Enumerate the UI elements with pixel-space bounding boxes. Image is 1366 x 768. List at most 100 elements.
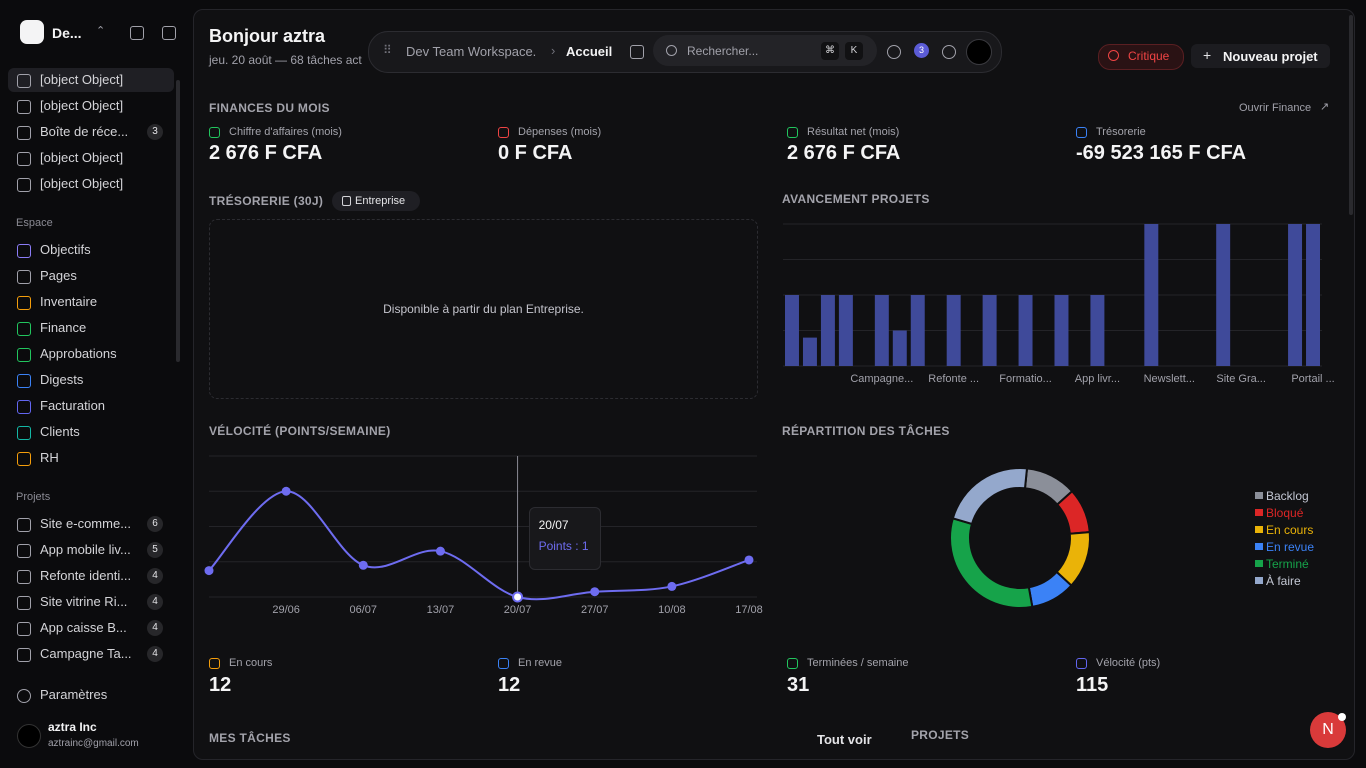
nav-icon xyxy=(17,322,31,336)
nav-icon xyxy=(17,570,31,584)
avatar[interactable] xyxy=(966,39,992,65)
users-icon[interactable] xyxy=(887,45,901,59)
breadcrumb-current[interactable]: Accueil xyxy=(566,44,613,59)
nav-item[interactable]: Objectifs xyxy=(40,242,91,257)
notification-badge[interactable]: 3 xyxy=(914,43,929,58)
bar xyxy=(820,295,835,366)
x-tick-label: Portail ... xyxy=(1291,373,1334,385)
point xyxy=(281,486,291,496)
x-tick-label: 13/07 xyxy=(427,604,455,616)
point xyxy=(358,560,368,570)
stat-label: En revue xyxy=(518,657,563,669)
x-tick-label: 06/07 xyxy=(350,604,378,616)
kpi-value: 2 676 F CFA xyxy=(787,142,901,164)
nav-item[interactable]: Site vitrine Ri... xyxy=(40,594,128,609)
nav-item[interactable]: [object Object] xyxy=(40,72,124,87)
main-panel xyxy=(193,9,1355,760)
compose-icon[interactable] xyxy=(130,26,144,40)
workspace-switch[interactable]: ⌃ xyxy=(96,25,106,37)
finance-link[interactable]: Ouvrir Finance xyxy=(1239,102,1312,114)
section-title: PROJETS xyxy=(911,728,970,742)
donut-segment xyxy=(949,517,1034,609)
nav-item[interactable]: Boîte de réce... xyxy=(40,124,129,139)
tooltip-text: Points : 1 xyxy=(538,539,589,553)
chart-title: VÉLOCITÉ (POINTS/SEMAINE) xyxy=(209,424,391,438)
nav-item[interactable]: Clients xyxy=(40,424,80,439)
legend-swatch xyxy=(1255,560,1263,567)
chart-title: RÉPARTITION DES TÂCHES xyxy=(782,424,950,438)
stat-icon xyxy=(1076,658,1087,669)
nav-item[interactable]: App mobile liv... xyxy=(40,542,131,557)
nav-item[interactable]: Campagne Ta... xyxy=(40,646,132,661)
tooltip-title: 20/07 xyxy=(538,518,569,532)
legend-label: Terminé xyxy=(1266,557,1309,571)
chart-title: AVANCEMENT PROJETS xyxy=(782,192,930,206)
user-email: aztrainc@gmail.com xyxy=(48,738,139,749)
legend-swatch xyxy=(1255,509,1263,516)
search-icon xyxy=(666,45,677,56)
nav-badge: 3 xyxy=(147,124,163,140)
stat-value: 31 xyxy=(787,674,810,696)
workspace-logo xyxy=(20,20,44,44)
locked-message: Disponible à partir du plan Entreprise. xyxy=(383,302,584,316)
nav-item[interactable]: Refonte identi... xyxy=(40,568,132,583)
nav-item[interactable]: Facturation xyxy=(40,398,106,413)
section-title: MES TÂCHES xyxy=(209,731,291,745)
kpi-icon xyxy=(209,127,220,138)
tooltip xyxy=(528,507,601,570)
x-tick-label: Refonte ... xyxy=(928,373,979,385)
legend-label: Bloqué xyxy=(1266,506,1304,520)
workspace-name[interactable]: De... xyxy=(52,25,82,41)
kpi-label: Trésorerie xyxy=(1096,126,1146,138)
nav-item[interactable]: Finance xyxy=(40,320,87,335)
lock-icon xyxy=(342,196,351,206)
x-tick-label: 17/08 xyxy=(735,604,763,616)
x-tick-label: App livr... xyxy=(1075,373,1120,385)
legend-label: À faire xyxy=(1266,573,1301,588)
nav-item[interactable]: Approbations xyxy=(40,346,117,361)
bar xyxy=(1090,295,1105,366)
bar xyxy=(1144,224,1159,366)
nav-badge: 4 xyxy=(147,646,163,662)
bar xyxy=(1306,224,1320,366)
nav-item[interactable]: [object Object] xyxy=(40,150,124,165)
nav-item[interactable]: Inventaire xyxy=(40,294,98,309)
nav-item[interactable]: Site e-comme... xyxy=(40,516,132,531)
x-tick-label: Site Gra... xyxy=(1216,373,1266,385)
see-all-link[interactable]: Tout voir xyxy=(817,732,872,747)
kpi-icon xyxy=(1076,127,1087,138)
bar xyxy=(874,295,889,366)
section-title: Projets xyxy=(16,491,51,503)
theme-icon[interactable] xyxy=(942,45,956,59)
kpi-icon xyxy=(498,127,509,138)
drag-handle: ⠿ xyxy=(383,43,392,57)
donut-segment xyxy=(951,467,1029,526)
breadcrumb-root[interactable]: Dev Team Workspace. xyxy=(406,44,537,59)
bar xyxy=(838,295,853,366)
settings[interactable]: Paramètres xyxy=(40,687,108,702)
assistant-status xyxy=(1338,713,1346,721)
nav-icon xyxy=(17,100,31,114)
new-project-button[interactable] xyxy=(1191,44,1330,68)
nav-item[interactable]: App caisse B... xyxy=(40,620,127,635)
section-title: Espace xyxy=(16,217,53,229)
nav-item[interactable]: [object Object] xyxy=(40,176,124,191)
point xyxy=(744,555,754,565)
nav-icon xyxy=(17,622,31,636)
bar xyxy=(982,295,997,366)
nav-item[interactable]: RH xyxy=(40,450,59,465)
nav-item[interactable]: Pages xyxy=(40,268,77,283)
search-box[interactable] xyxy=(653,35,877,66)
nav-badge: 4 xyxy=(147,620,163,636)
nav-item[interactable]: [object Object] xyxy=(40,98,124,113)
legend-swatch xyxy=(1255,577,1263,584)
bar xyxy=(1288,224,1303,366)
legend-swatch xyxy=(1255,543,1263,550)
ai-icon[interactable] xyxy=(630,45,644,59)
user-avatar xyxy=(17,724,41,748)
sidebar-toggle[interactable] xyxy=(162,26,176,40)
point xyxy=(435,546,445,556)
kpi-value: 0 F CFA xyxy=(498,142,573,164)
kpi-icon xyxy=(787,127,798,138)
nav-item[interactable]: Digests xyxy=(40,372,84,387)
